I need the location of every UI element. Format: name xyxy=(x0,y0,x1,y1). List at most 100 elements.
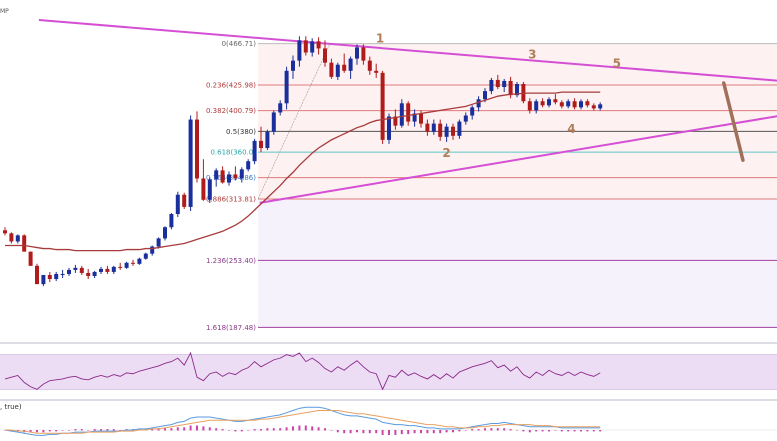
candle-body xyxy=(303,40,308,53)
fib-level-label: 0.618(360.0) xyxy=(210,149,256,157)
candle-body xyxy=(143,253,148,259)
macd-panel xyxy=(0,406,777,436)
candle-body xyxy=(182,194,187,207)
candle-body xyxy=(3,230,7,234)
candle-body xyxy=(35,265,39,285)
candle-body xyxy=(483,91,487,100)
candle-body xyxy=(60,273,65,275)
candle-body xyxy=(271,112,276,132)
candle-body xyxy=(316,41,321,49)
candle-body xyxy=(559,102,564,107)
candle-body xyxy=(566,101,571,107)
candle-body xyxy=(476,99,481,108)
candle-body xyxy=(15,235,20,242)
candle-body xyxy=(239,169,244,179)
candle-body xyxy=(278,103,283,113)
candle-body xyxy=(92,271,97,276)
candle-body xyxy=(393,116,398,126)
candle-body xyxy=(419,113,423,124)
fib-extension-zone xyxy=(258,198,777,328)
candle-body xyxy=(105,268,110,272)
fib-level-label: 0.5(380) xyxy=(226,128,256,136)
candle-body xyxy=(28,251,33,266)
wave-label-4: 4 xyxy=(567,122,575,136)
candle-body xyxy=(169,214,174,228)
candle-body xyxy=(598,104,603,109)
upper-resistance-trendline xyxy=(38,19,777,82)
candle-body xyxy=(399,103,404,126)
rsi-panel xyxy=(0,351,777,391)
candle-body xyxy=(547,99,551,106)
candle-body xyxy=(367,60,372,71)
candle-body xyxy=(431,123,436,132)
moving-average xyxy=(5,91,601,252)
moving-average-line xyxy=(5,91,601,252)
background-layer xyxy=(0,43,777,401)
fib-level-label: 0.886(313.81) xyxy=(206,195,256,203)
candle-body xyxy=(259,140,263,148)
candle-body xyxy=(265,131,270,148)
candle-body xyxy=(425,123,430,132)
candle-body xyxy=(111,266,116,272)
candle-body xyxy=(355,47,359,59)
candle-body xyxy=(502,80,507,88)
wave-label-5: 5 xyxy=(613,57,621,71)
macd-settings-label: , true) xyxy=(0,403,22,411)
candle-body xyxy=(233,174,238,179)
fib-swing-line xyxy=(257,43,331,200)
fibonacci-levels: 0(466.71) 0.236(425.98) 0.382(400.79) 0.5(3… xyxy=(206,40,777,332)
candle-body xyxy=(47,274,52,280)
candle-body xyxy=(508,80,513,96)
candle-body xyxy=(252,140,257,162)
candle-body xyxy=(591,105,596,109)
candle-body xyxy=(348,58,353,71)
candlesticks xyxy=(3,36,603,287)
candle-body xyxy=(374,70,379,73)
fib-level-label: 0(466.71) xyxy=(222,40,257,48)
candle-body xyxy=(310,41,315,53)
candle-body xyxy=(156,238,161,247)
candle-body xyxy=(220,170,225,183)
candle-body xyxy=(412,113,417,122)
candle-body xyxy=(342,64,347,71)
candle-body xyxy=(207,179,212,200)
breakdown-projection-line xyxy=(721,81,745,162)
macd-signal-line xyxy=(5,410,601,434)
candle-body xyxy=(41,274,46,285)
candle-body xyxy=(451,126,455,136)
candle-body xyxy=(380,72,385,140)
rsi-line xyxy=(4,351,601,391)
candle-body xyxy=(79,267,84,273)
candle-body xyxy=(470,107,475,116)
candle-body xyxy=(489,79,494,92)
candle-body xyxy=(291,60,295,71)
candle-body xyxy=(540,101,545,106)
corner-label: MP xyxy=(0,8,9,15)
candle-body xyxy=(323,48,327,63)
fib-level-label: 0.764(334.86) xyxy=(206,174,256,182)
candle-body xyxy=(585,101,590,106)
rsi-band xyxy=(0,354,777,390)
macd-line xyxy=(4,406,601,436)
wave-label-2: 2 xyxy=(442,146,450,160)
trendlines xyxy=(38,19,777,204)
candle-body xyxy=(99,268,103,272)
candle-body xyxy=(131,262,135,264)
candle-body xyxy=(124,262,129,268)
candle-body xyxy=(335,64,340,77)
candle-body xyxy=(73,267,78,270)
candle-body xyxy=(86,272,91,276)
candle-body xyxy=(387,116,391,140)
candle-body xyxy=(444,126,449,137)
candle-body xyxy=(227,174,231,183)
candle-body xyxy=(329,62,334,77)
candle-body xyxy=(361,47,366,61)
candle-body xyxy=(457,121,462,136)
candle-body xyxy=(284,70,289,104)
candle-body xyxy=(534,101,539,111)
fib-level-label: 0.236(425.98) xyxy=(206,82,256,90)
wave-label-1: 1 xyxy=(376,31,384,45)
candle-body xyxy=(22,235,27,252)
candle-body xyxy=(195,119,199,179)
